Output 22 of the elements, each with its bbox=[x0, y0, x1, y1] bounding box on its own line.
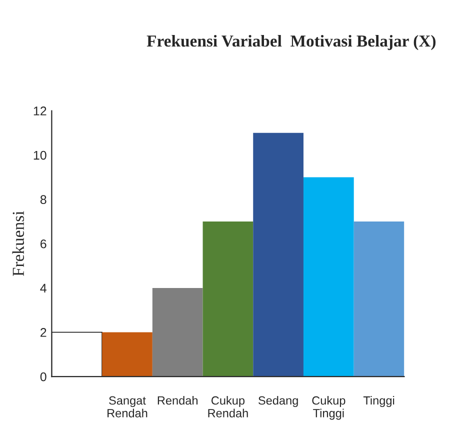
bar bbox=[354, 222, 404, 377]
x-tick-label: Cukup Rendah bbox=[208, 396, 248, 418]
x-tick-label: Cukup Tinggi bbox=[312, 396, 346, 420]
x-tick-label: Sedang bbox=[258, 396, 298, 407]
bar bbox=[102, 332, 152, 377]
y-tick-label: 2 bbox=[40, 328, 46, 337]
x-tick-label: Sangat Rendah bbox=[108, 396, 148, 418]
x-tick-label: Tinggi bbox=[363, 396, 394, 407]
bar bbox=[303, 177, 354, 377]
bar bbox=[152, 288, 203, 377]
chart-title: Frekuensi Variabel Motivasi Belajar (X) bbox=[146, 34, 436, 50]
y-tick-label: 6 bbox=[40, 239, 46, 248]
y-tick-label: 8 bbox=[40, 195, 46, 204]
bar bbox=[202, 222, 254, 377]
y-axis-title: Frekuensi bbox=[12, 211, 24, 276]
y-tick-label: 0 bbox=[40, 372, 46, 382]
x-tick-label: Rendah bbox=[158, 396, 198, 405]
y-tick-label: 12 bbox=[34, 106, 46, 116]
bar bbox=[52, 332, 102, 377]
y-tick-label: 10 bbox=[34, 150, 46, 160]
bar bbox=[253, 132, 304, 377]
y-tick-label: 4 bbox=[40, 284, 46, 292]
